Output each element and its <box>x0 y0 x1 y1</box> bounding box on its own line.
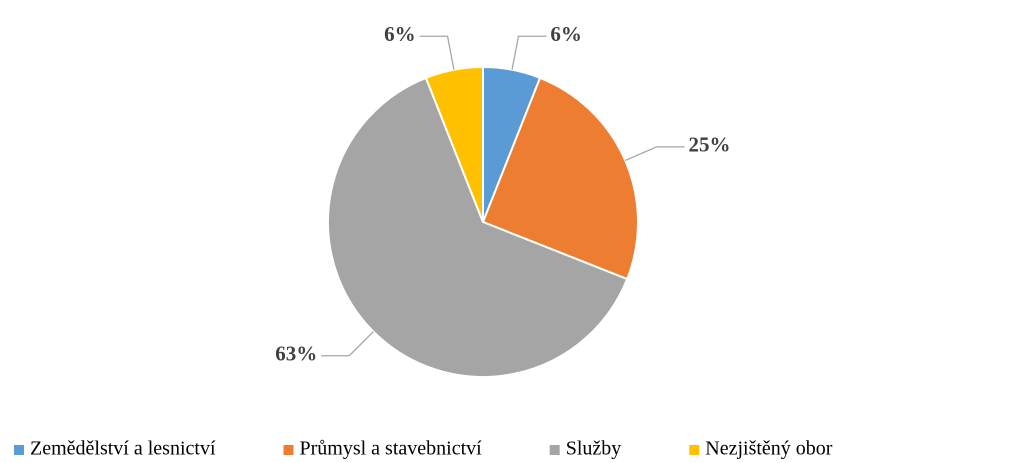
legend-swatch <box>283 445 294 455</box>
data-label: 63% <box>275 342 317 366</box>
data-label: 6% <box>384 22 416 46</box>
legend-swatch <box>689 445 700 455</box>
legend-label: Nezjištěný obor <box>705 438 833 460</box>
pie-slice <box>481 76 639 281</box>
leader-line <box>511 35 547 70</box>
legend-label: Služby <box>566 438 622 460</box>
leader-line <box>419 35 455 70</box>
data-label: 25% <box>689 133 731 157</box>
legend-swatch <box>549 445 560 455</box>
legend-swatch <box>14 445 24 455</box>
leader-line <box>321 331 374 357</box>
leader-line <box>624 146 685 162</box>
legend-label: Zemědělství a lesnictví <box>30 438 216 460</box>
legend-label: Průmysl a stavebnictví <box>300 438 483 460</box>
data-label: 6% <box>550 22 582 46</box>
pie-slice <box>424 65 484 223</box>
